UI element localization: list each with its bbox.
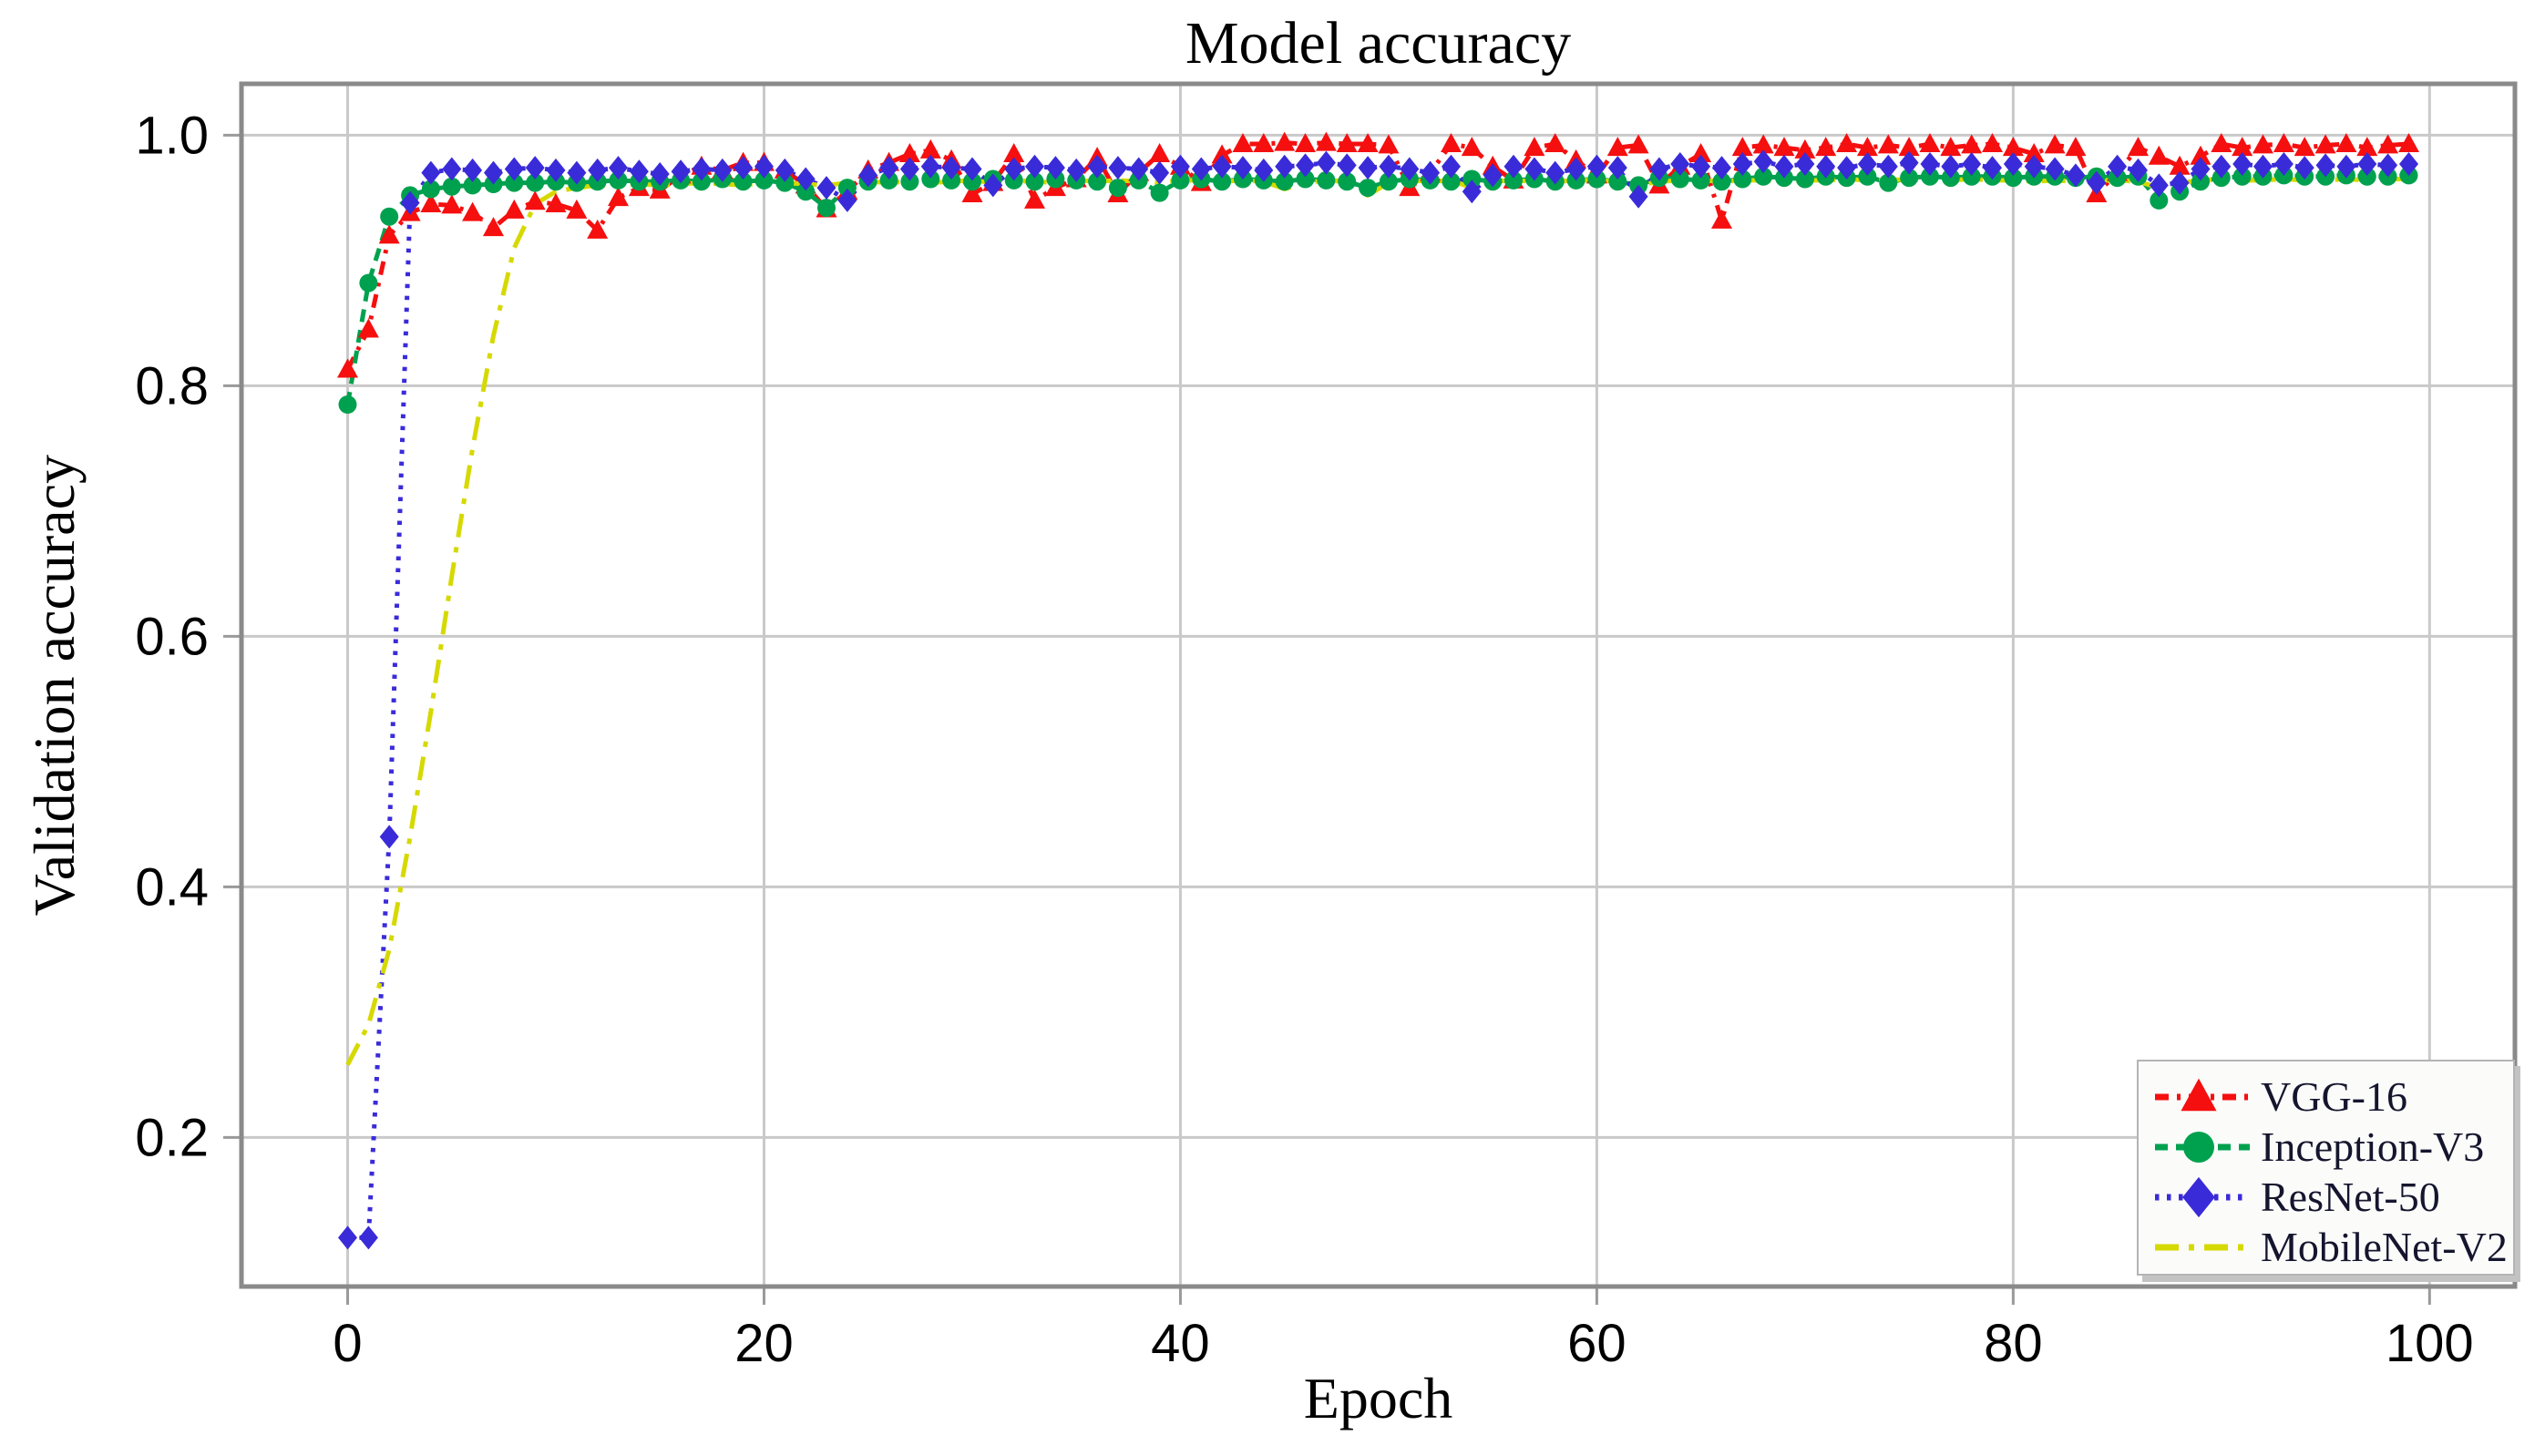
y-tick-label: 0.6 [135,607,209,666]
y-axis-title: Validation accuracy [22,454,87,917]
x-axis-title: Epoch [1303,1366,1453,1430]
x-tick-label: 80 [1984,1314,2043,1373]
legend-entry-vgg-16: VGG-16 [2151,1073,2513,1121]
series-markers-inception-v3 [338,166,2418,414]
diamond-marker-icon [2182,1176,2215,1218]
x-tick-label: 40 [1151,1314,1210,1373]
legend-label: VGG-16 [2261,1073,2407,1120]
plot-border [239,81,2518,1289]
legend: VGG-16 Inception-V3 ResNet-50 MobileNet-V2 [2137,1060,2515,1276]
legend-sample-vgg-16 [2155,1078,2250,1112]
y-tick-label: 0.4 [135,857,209,917]
circle-marker-icon [2183,1132,2214,1163]
legend-sample-inception-v3 [2155,1132,2250,1163]
legend-entry-inception-v3: Inception-V3 [2151,1123,2513,1171]
series-markers-vgg-16 [337,131,2419,378]
legend-sample-resnet-50 [2155,1176,2250,1218]
y-tick-label: 0.8 [135,356,209,415]
x-tick-label: 60 [1567,1314,1627,1373]
y-tick-label: 1.0 [135,106,209,165]
x-tick-label: 100 [2386,1314,2474,1373]
legend-label: ResNet-50 [2261,1174,2440,1220]
y-tick-label: 0.2 [135,1108,209,1167]
series-line-resnet-50 [347,159,2409,1240]
legend-entry-mobilenet-v2: MobileNet-V2 [2151,1224,2513,1271]
x-tick-label: 0 [333,1314,362,1373]
series-line-mobilenet-v2 [345,176,2409,1066]
chart-title: Model accuracy [1185,10,1572,77]
y-axis-title-wrap: Validation accuracy [13,84,97,1287]
legend-sample-mobilenet-v2 [2155,1244,2250,1251]
series-markers-resnet-50 [338,149,2418,1250]
legend-label: MobileNet-V2 [2261,1224,2508,1270]
legend-entry-resnet-50: ResNet-50 [2151,1174,2513,1221]
series-line-inception-v3 [345,172,2409,405]
triangle-up-marker-icon [2181,1078,2217,1112]
x-tick-label: 20 [734,1314,794,1373]
legend-label: Inception-V3 [2261,1123,2485,1170]
